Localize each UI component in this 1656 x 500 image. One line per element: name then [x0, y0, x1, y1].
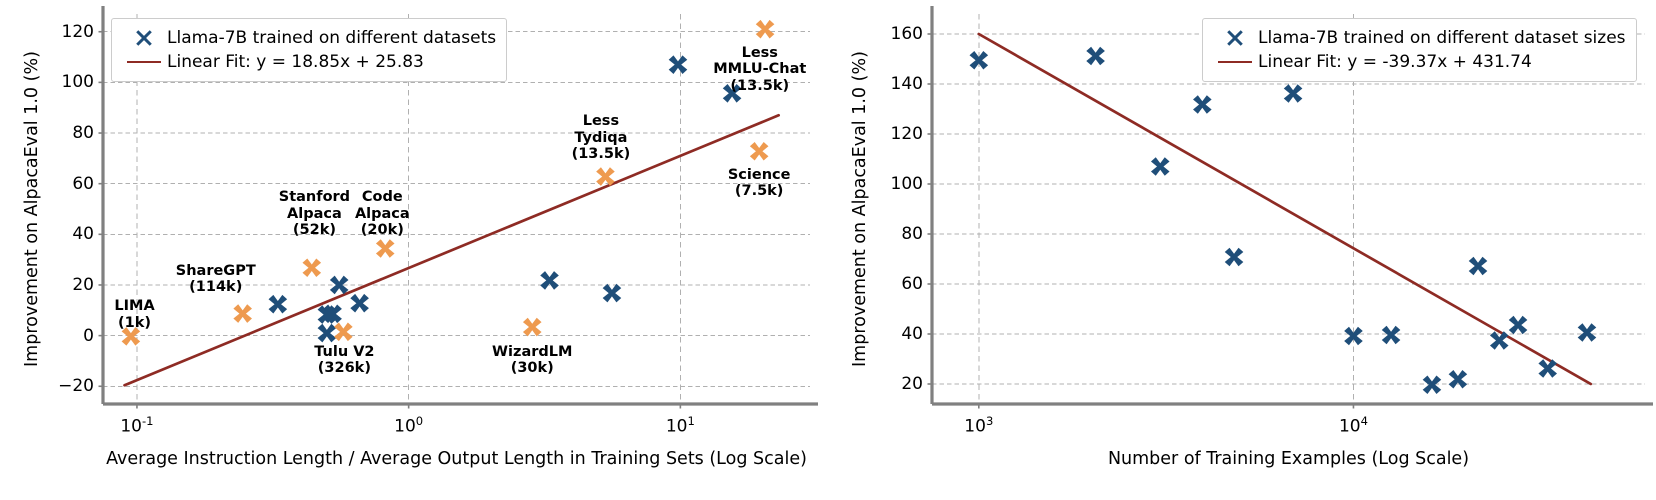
- data-point-marker: [1422, 375, 1442, 395]
- data-point-marker: [522, 317, 542, 337]
- data-point-annotation: Tulu V2 (326k): [314, 343, 375, 377]
- data-point-marker: [1150, 157, 1170, 176]
- data-point-marker: [1489, 331, 1509, 350]
- marker-x-icon: [1212, 28, 1258, 48]
- y-tick-label: 20: [901, 374, 923, 394]
- data-point-marker: [749, 141, 769, 161]
- marker-x-icon: [121, 28, 167, 48]
- data-point-marker: [317, 323, 337, 343]
- legend-left: Llama-7B trained on different datasets L…: [111, 18, 508, 82]
- y-tick-label: 140: [890, 74, 923, 94]
- data-point-marker: [1224, 247, 1244, 267]
- data-point-annotation: Stanford Alpaca (52k): [278, 189, 351, 239]
- data-point-marker: [121, 327, 141, 346]
- plot-area-left: [98, 6, 818, 409]
- y-tick-label: 20: [72, 274, 94, 295]
- data-point-marker: [375, 239, 395, 258]
- legend-label-scatter: Llama-7B trained on different dataset si…: [1258, 28, 1626, 48]
- data-point-marker: [1538, 359, 1558, 378]
- data-point-annotation: LIMA (1k): [114, 298, 155, 331]
- chart-panel-left: Average Instruction Length / Average Out…: [22, 6, 818, 469]
- data-point-marker: [302, 258, 322, 278]
- x-tick-label: 101: [665, 414, 695, 437]
- data-point-marker: [323, 304, 342, 324]
- data-point-annotation: Science (7.5k): [727, 166, 791, 199]
- x-tick-label: 10-1: [120, 414, 154, 437]
- data-point-marker: [1508, 315, 1528, 335]
- y-tick-label: 80: [901, 224, 923, 244]
- data-point-marker: [268, 294, 288, 314]
- data-point-marker: [233, 304, 252, 323]
- legend-label-scatter: Llama-7B trained on different datasets: [167, 28, 497, 48]
- data-point-annotation: Less Tydiqa (13.5k): [571, 113, 631, 163]
- y-tick-label: 100: [61, 72, 94, 93]
- x-tick-label: 103: [964, 414, 994, 437]
- legend-entry-scatter: Llama-7B trained on different dataset si…: [1212, 26, 1626, 50]
- data-point-annotation: Code Alpaca (20k): [354, 189, 410, 239]
- legend-label-fit: Linear Fit: y = 18.85x + 25.83: [167, 52, 424, 72]
- x-axis-label-left: Average Instruction Length / Average Out…: [106, 449, 807, 469]
- chart-panel-right: Number of Training Examples (Log Scale) …: [828, 0, 1656, 500]
- data-point-marker: [1283, 84, 1303, 103]
- y-tick-label: 120: [890, 124, 923, 144]
- data-point-marker: [755, 19, 775, 39]
- legend-label-fit: Linear Fit: y = -39.37x + 431.74: [1258, 52, 1532, 72]
- data-point-marker: [1448, 369, 1468, 389]
- data-point-marker: [596, 167, 615, 186]
- y-tick-label: 40: [901, 324, 923, 344]
- data-point-marker: [1344, 326, 1363, 346]
- y-tick-label: 40: [72, 224, 94, 245]
- x-tick-label: 100: [394, 414, 424, 437]
- y-tick-label: 60: [901, 274, 923, 294]
- data-point-marker: [540, 271, 559, 290]
- y-tick-label: 60: [72, 173, 94, 194]
- data-point-annotation: WizardLM (30k): [492, 343, 573, 377]
- legend-entry-fit: Linear Fit: y = -39.37x + 431.74: [1212, 50, 1626, 74]
- data-point-annotation: Less MMLU-Chat (13.5k): [713, 44, 807, 94]
- data-point-marker: [329, 275, 349, 295]
- data-point-marker: [1577, 323, 1597, 342]
- data-point-marker: [668, 55, 688, 74]
- plot-area-right: [927, 6, 1653, 409]
- y-tick-label: 0: [83, 325, 94, 346]
- legend-entry-fit: Linear Fit: y = 18.85x + 25.83: [121, 50, 496, 74]
- data-point-marker: [1086, 46, 1105, 66]
- y-tick-label: 80: [72, 123, 94, 144]
- x-tick-label: 104: [1338, 414, 1368, 437]
- data-point-marker: [334, 322, 353, 342]
- x-axis-label-right: Number of Training Examples (Log Scale): [1107, 449, 1470, 469]
- y-axis-label-right: Improvement on AlpacaEval 1.0 (%): [850, 51, 870, 367]
- y-tick-label: −20: [58, 376, 94, 397]
- data-point-marker: [722, 83, 742, 103]
- data-point-marker: [350, 293, 369, 313]
- y-tick-label: 100: [890, 174, 923, 194]
- data-point-marker: [602, 283, 622, 303]
- y-tick-label: 120: [61, 21, 94, 42]
- y-tick-label: 160: [890, 24, 923, 44]
- data-point-marker: [969, 50, 989, 70]
- data-point-annotation: ShareGPT (114k): [175, 262, 256, 296]
- line-solid-icon: [121, 60, 167, 64]
- data-point-marker: [1193, 95, 1212, 114]
- legend-entry-scatter: Llama-7B trained on different datasets: [121, 26, 496, 50]
- y-axis-label-left: Improvement on AlpacaEval 1.0 (%): [22, 51, 42, 367]
- data-point-marker: [1381, 325, 1401, 345]
- legend-right: Llama-7B trained on different dataset si…: [1202, 18, 1637, 82]
- line-solid-icon: [1212, 60, 1258, 64]
- data-point-marker: [1468, 256, 1488, 276]
